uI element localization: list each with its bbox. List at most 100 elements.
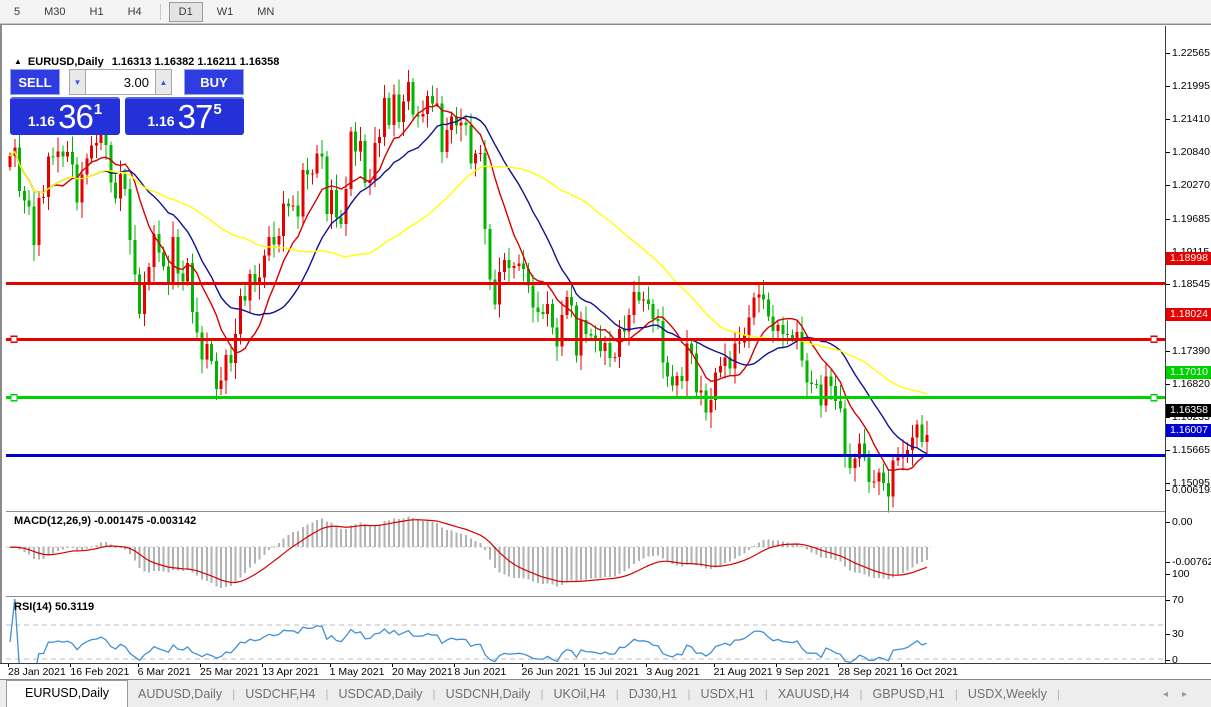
candle-body <box>258 277 262 284</box>
timeframe-button-h4[interactable]: H4 <box>127 5 142 18</box>
macd-histogram-bar <box>676 547 679 566</box>
candle-body <box>810 382 814 384</box>
candle-body <box>66 151 70 157</box>
macd-axis-tick: 0.00 <box>1165 516 1193 529</box>
macd-histogram-bar <box>685 547 688 565</box>
rsi-pane-separator[interactable] <box>2 594 1167 598</box>
chart-tab-usdcnh-daily[interactable]: USDCNH,Daily <box>445 687 531 701</box>
chart-tab-xauusd-h4[interactable]: XAUUSD,H4 <box>777 687 850 701</box>
chart-tab-usdx-weekly[interactable]: USDX,Weekly <box>967 687 1047 701</box>
macd-histogram-bar <box>757 542 760 548</box>
candle-body <box>248 273 252 301</box>
chart-window[interactable]: ▲ EURUSD,Daily 1.16313 1.16382 1.16211 1.1… <box>0 24 1211 680</box>
chart-tab-usdx-h1[interactable]: USDX,H1 <box>700 687 755 701</box>
candle-body <box>478 153 482 155</box>
macd-histogram-bar <box>796 543 799 548</box>
timeframe-button-mn[interactable]: MN <box>257 5 275 18</box>
macd-histogram-bar <box>297 530 299 548</box>
macd-histogram-bar <box>81 547 83 550</box>
date-axis-label: 16 Feb 2021 <box>70 666 130 678</box>
chart-tab-dj30-h1[interactable]: DJ30,H1 <box>628 687 678 701</box>
candle-body <box>282 203 286 236</box>
candle-body <box>622 329 626 332</box>
volume-input[interactable] <box>86 69 155 95</box>
volume-decrease-button[interactable]: ▼ <box>69 69 86 95</box>
timeframe-button-5[interactable]: 5 <box>14 5 21 18</box>
candle-body <box>838 401 842 409</box>
level-price-tag: 1.17010 <box>1166 366 1211 380</box>
price-axis-tick: 1.21410 <box>1166 113 1210 126</box>
tab-scroll-arrows[interactable]: ◂▸ <box>1162 689 1201 700</box>
buy-button[interactable]: BUY <box>184 69 244 95</box>
macd-histogram-bar <box>273 546 275 548</box>
volume-increase-button[interactable]: ▲ <box>155 69 172 95</box>
price-chart-canvas[interactable] <box>6 51 1167 688</box>
macd-histogram-bar <box>618 547 621 574</box>
macd-histogram-bar <box>633 547 635 565</box>
timeframe-button-d1[interactable]: D1 <box>168 1 203 22</box>
candle-body <box>301 169 305 217</box>
line-drag-handle <box>10 335 18 343</box>
macd-histogram-bar <box>661 547 664 559</box>
macd-histogram-bar <box>666 547 669 562</box>
macd-histogram-bar <box>537 547 539 584</box>
timeframe-button-w1[interactable]: W1 <box>216 5 234 18</box>
timeframe-button-h1[interactable]: H1 <box>89 5 104 18</box>
candle-body <box>627 314 631 332</box>
candle-body <box>709 399 713 413</box>
macd-histogram-bar <box>805 547 808 550</box>
candle-body <box>474 153 478 164</box>
candle-body <box>310 173 314 175</box>
macd-histogram-bar <box>498 547 501 573</box>
candle-body <box>349 131 353 189</box>
chart-tab-ukoil-h4[interactable]: UKOil,H4 <box>553 687 606 701</box>
buy-price-card[interactable]: 1.16 37 5 <box>125 97 244 135</box>
date-tick-mark <box>838 664 840 667</box>
candle-body <box>747 317 751 336</box>
candle-body <box>253 273 257 284</box>
macd-histogram-bar <box>623 547 626 572</box>
chart-tab-audusd-daily[interactable]: AUDUSD,Daily <box>138 687 223 701</box>
macd-histogram-bar <box>714 547 717 568</box>
date-axis[interactable]: 28 Jan 2021 16 Feb 2021 6 Mar 2021 25 Mar 2… <box>0 663 1211 679</box>
chart-tab-eurusd-daily[interactable]: EURUSD,Daily <box>6 680 129 707</box>
candle-body <box>656 318 660 322</box>
chart-tab-usdcad-daily[interactable]: USDCAD,Daily <box>338 687 423 701</box>
candle-body <box>70 151 74 165</box>
candle-body <box>661 321 665 363</box>
candle-body <box>219 380 223 390</box>
macd-histogram-bar <box>834 547 837 561</box>
price-axis[interactable]: 1.22565 1.21995 1.21410 1.20840 1.20270 1.196… <box>1165 26 1211 666</box>
collapse-panel-icon[interactable]: ▲ <box>14 57 22 66</box>
macd-histogram-bar <box>412 518 415 548</box>
timeframe-button-m30[interactable]: M30 <box>44 5 66 18</box>
macd-histogram-bar <box>772 540 775 548</box>
sell-button[interactable]: SELL <box>10 69 60 95</box>
candle-body <box>238 295 242 334</box>
macd-pane-separator[interactable] <box>2 509 1167 513</box>
tab-divider: | <box>1056 687 1060 701</box>
chart-tab-usdchf-h4[interactable]: USDCHF,H4 <box>245 687 316 701</box>
macd-histogram-bar <box>9 547 11 549</box>
price-axis-tick: 1.17390 <box>1166 344 1210 357</box>
price-axis-tick: 1.18545 <box>1166 278 1210 291</box>
macd-histogram-bar <box>196 547 199 576</box>
date-axis-label: 13 Apr 2021 <box>262 666 320 678</box>
candle-body <box>286 203 290 207</box>
candle-body <box>531 285 535 308</box>
candle-body <box>762 294 766 300</box>
sell-price-sup: 1 <box>93 101 103 118</box>
price-axis-tick: 1.20270 <box>1166 179 1210 192</box>
candle-body <box>296 205 300 217</box>
tab-divider: | <box>540 687 544 701</box>
sell-price-card[interactable]: 1.16 36 1 <box>10 97 120 135</box>
macd-histogram-bar <box>114 547 117 549</box>
macd-histogram-bar <box>455 532 458 548</box>
chart-tab-gbpusd-h1[interactable]: GBPUSD,H1 <box>872 687 945 701</box>
buy-price-prefix: 1.16 <box>147 113 175 129</box>
moving-average-line-20 <box>9 115 928 455</box>
macd-histogram-bar <box>85 547 88 549</box>
macd-histogram-bar <box>191 547 194 573</box>
date-tick-mark <box>454 664 456 667</box>
